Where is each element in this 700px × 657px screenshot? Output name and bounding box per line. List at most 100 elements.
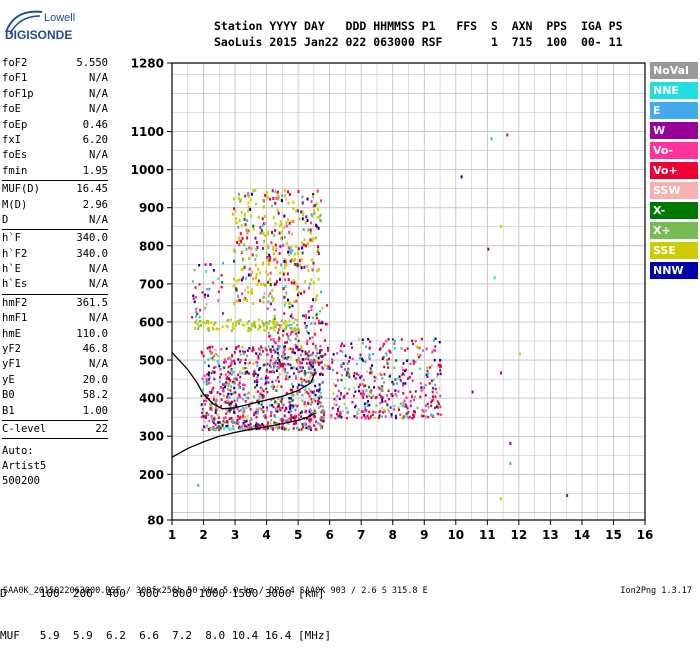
echo-point xyxy=(224,416,227,419)
echo-point xyxy=(235,323,238,326)
echo-point xyxy=(247,326,250,330)
echo-point xyxy=(194,327,197,330)
echo-point xyxy=(281,362,284,366)
echo-point xyxy=(384,415,387,418)
echo-point xyxy=(318,351,321,355)
echo-point xyxy=(232,197,235,201)
echo-point xyxy=(233,405,236,408)
echo-point xyxy=(201,291,204,294)
echo-point xyxy=(361,338,364,342)
echo-point xyxy=(317,390,320,393)
echo-point xyxy=(284,356,287,360)
echo-point xyxy=(238,382,241,385)
echo-point xyxy=(283,409,286,412)
echo-point xyxy=(309,408,312,412)
echo-point xyxy=(286,333,289,336)
echo-point xyxy=(215,428,218,431)
echo-point xyxy=(293,328,296,331)
echo-point xyxy=(280,418,283,422)
echo-point xyxy=(421,414,424,418)
echo-point xyxy=(388,375,391,378)
echo-point xyxy=(216,413,219,416)
echo-point xyxy=(233,399,236,403)
echo-point xyxy=(277,403,280,406)
echo-point xyxy=(212,389,215,393)
echo-point xyxy=(236,417,239,421)
echo-point xyxy=(255,247,258,251)
echo-point xyxy=(370,364,373,367)
echo-point xyxy=(375,395,378,399)
echo-point xyxy=(321,366,324,369)
echo-point xyxy=(360,357,363,361)
echo-point xyxy=(359,383,362,386)
distance-row: D 100 200 400 600 800 1000 1500 3000 [km… xyxy=(0,587,325,600)
echo-point xyxy=(315,371,318,375)
echo-point xyxy=(243,324,246,327)
echo-point xyxy=(274,247,277,251)
echo-point xyxy=(320,360,323,364)
echo-point xyxy=(279,417,282,421)
echo-point xyxy=(291,406,294,410)
isolated-echo-point xyxy=(499,371,502,375)
echo-point xyxy=(246,322,249,326)
echo-point xyxy=(220,398,223,401)
echo-point xyxy=(227,382,230,385)
echo-point xyxy=(305,316,308,320)
echo-point xyxy=(283,426,286,430)
echo-point xyxy=(386,403,389,406)
echo-point xyxy=(395,382,398,385)
echo-point xyxy=(305,390,308,394)
echo-point xyxy=(280,396,283,399)
param-separator xyxy=(2,419,108,422)
echo-point xyxy=(295,287,298,291)
echo-point xyxy=(243,393,246,397)
echo-point xyxy=(385,354,388,357)
echo-point xyxy=(286,377,289,381)
echo-point xyxy=(283,357,286,360)
echo-point xyxy=(393,339,396,343)
echo-point xyxy=(237,319,240,323)
echo-point xyxy=(277,197,280,201)
echo-point xyxy=(247,273,250,277)
echo-point xyxy=(213,323,216,326)
param-row: C-level 22 xyxy=(2,422,108,437)
echo-point xyxy=(206,346,209,350)
echo-point xyxy=(269,334,272,338)
echo-point xyxy=(359,392,362,395)
echo-point xyxy=(377,416,380,420)
echo-point xyxy=(266,196,269,200)
echo-point xyxy=(280,400,283,403)
echo-point xyxy=(422,410,425,413)
echo-point xyxy=(340,391,343,395)
echo-point xyxy=(420,389,423,392)
echo-point xyxy=(306,264,309,268)
param-row: foF1p N/A xyxy=(2,87,108,102)
echo-point xyxy=(281,395,284,399)
echo-point xyxy=(307,228,310,232)
echo-point xyxy=(284,319,287,323)
echo-point xyxy=(413,410,416,413)
echo-point xyxy=(286,341,289,344)
param-name: fmin xyxy=(2,164,28,177)
echo-point xyxy=(348,356,351,359)
echo-point xyxy=(400,347,403,350)
echo-point xyxy=(285,291,288,295)
echo-point xyxy=(296,391,299,394)
echo-point xyxy=(381,406,384,410)
echo-point xyxy=(257,279,260,283)
echo-point xyxy=(239,239,242,243)
echo-point xyxy=(411,394,414,397)
echo-point xyxy=(431,350,434,354)
echo-point xyxy=(403,405,406,409)
echo-point xyxy=(210,321,213,324)
echo-point xyxy=(202,354,205,358)
echo-point xyxy=(262,205,265,209)
echo-point xyxy=(300,383,303,387)
echo-point xyxy=(314,236,317,240)
param-row: foE N/A xyxy=(2,102,108,117)
param-value: N/A xyxy=(89,278,108,291)
echo-point xyxy=(222,366,225,369)
echo-point xyxy=(230,367,233,371)
echo-point xyxy=(431,399,434,402)
echo-point xyxy=(387,389,390,393)
